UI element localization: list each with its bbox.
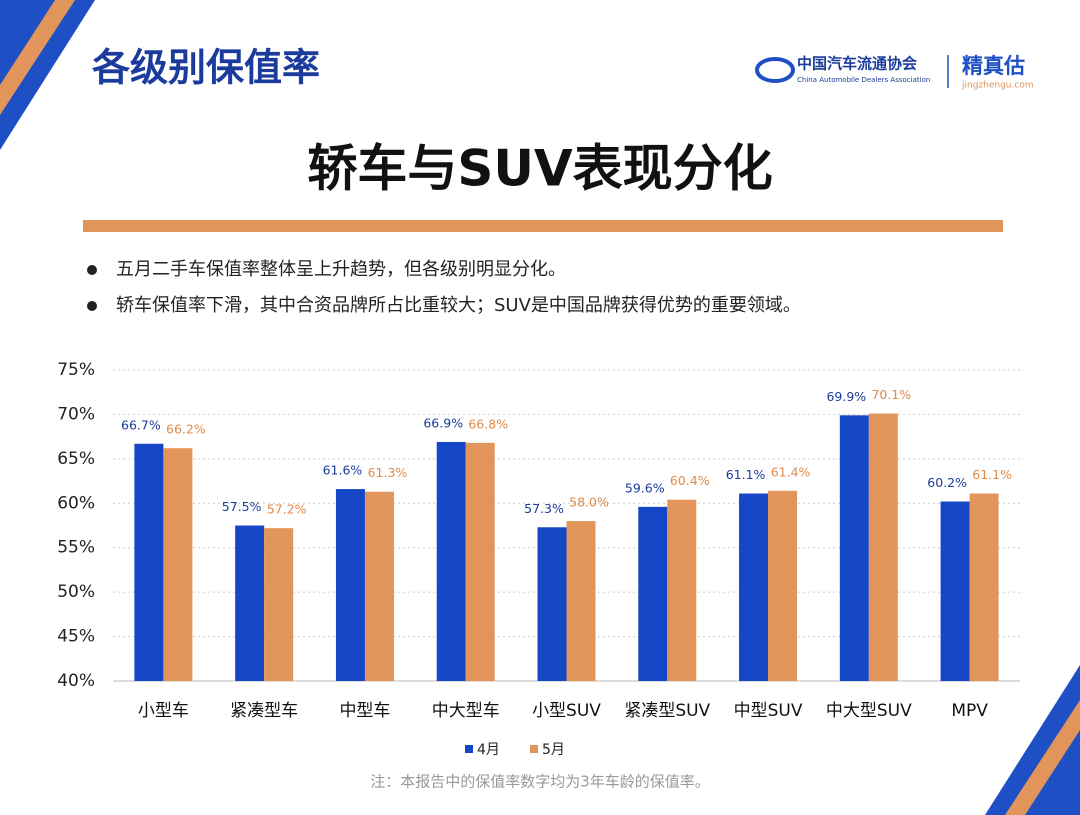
value-label: 61.4% xyxy=(771,464,811,479)
value-label: 60.4% xyxy=(670,473,710,488)
bullet: 五月二手车保值率整体呈上升趋势，但各级别明显分化。 xyxy=(116,259,566,280)
bar xyxy=(163,448,193,681)
corner-stripe xyxy=(0,0,75,115)
bar xyxy=(940,501,970,681)
heading-rule xyxy=(83,220,1003,232)
bar xyxy=(335,489,365,681)
bar xyxy=(768,490,798,681)
legend-label: 4月 xyxy=(477,742,500,758)
bullet: 轿车保值率下滑，其中合资品牌所占比重较大；SUV是中国品牌获得优势的重要领域。 xyxy=(116,295,801,316)
value-label: 66.2% xyxy=(166,422,206,437)
slide-title: 各级别保值率 xyxy=(92,46,320,90)
corner-stripe xyxy=(0,0,95,150)
x-tick-label: 中型SUV xyxy=(734,701,803,721)
y-tick-label: 70% xyxy=(57,404,95,424)
x-tick-label: 小型车 xyxy=(138,701,189,721)
bar xyxy=(868,413,898,681)
logo-en: China Automobile Dealers Association xyxy=(797,76,930,84)
bullet-dot xyxy=(87,265,97,275)
value-label: 69.9% xyxy=(826,389,866,404)
legend-swatch xyxy=(530,745,538,753)
x-tick-label: 中大型SUV xyxy=(826,701,912,721)
x-tick-label: 小型SUV xyxy=(532,701,601,721)
value-label: 61.3% xyxy=(368,465,408,480)
bar xyxy=(638,506,668,681)
bar xyxy=(465,442,495,681)
x-tick-label: 中型车 xyxy=(339,701,390,721)
legend-swatch xyxy=(465,745,473,753)
heading: 轿车与SUV表现分化 xyxy=(307,140,772,198)
value-label: 66.7% xyxy=(121,417,161,432)
corner-stripe xyxy=(1005,700,1080,815)
value-label: 61.6% xyxy=(323,463,363,478)
value-label: 60.2% xyxy=(927,475,967,490)
value-label: 57.5% xyxy=(222,499,262,514)
bar xyxy=(436,441,466,681)
value-label: 66.9% xyxy=(423,415,463,430)
value-label: 66.8% xyxy=(468,416,508,431)
y-tick-label: 50% xyxy=(57,582,95,602)
bar xyxy=(537,527,567,681)
bar xyxy=(364,491,394,681)
bullet-dot xyxy=(87,301,97,311)
x-tick-label: 紧凑型车 xyxy=(230,701,298,721)
note: 注：本报告中的保值率数字均为3年车龄的保值率。 xyxy=(370,773,710,791)
bar xyxy=(667,499,697,681)
value-label: 70.1% xyxy=(871,387,911,402)
logo-cn: 中国汽车流通协会 xyxy=(797,55,917,73)
brand: 精真估 xyxy=(962,54,1025,78)
value-label: 61.1% xyxy=(726,467,766,482)
y-tick-label: 65% xyxy=(57,449,95,469)
x-tick-label: 紧凑型SUV xyxy=(624,701,710,721)
value-label: 58.0% xyxy=(569,495,609,510)
x-tick-label: MPV xyxy=(951,701,988,721)
y-tick-label: 55% xyxy=(57,538,95,558)
value-label: 61.1% xyxy=(972,467,1012,482)
x-tick-label: 中大型车 xyxy=(432,701,500,721)
bar xyxy=(264,528,294,681)
value-label: 59.6% xyxy=(625,480,665,495)
bar xyxy=(739,493,769,681)
bar xyxy=(969,493,999,681)
legend-label: 5月 xyxy=(542,742,565,758)
bar xyxy=(134,443,164,681)
logo-icon xyxy=(755,57,795,83)
bar xyxy=(839,415,869,681)
brand-url: jingzhengu.com xyxy=(961,81,1034,91)
y-tick-label: 75% xyxy=(57,360,95,380)
bar xyxy=(566,521,596,681)
value-label: 57.2% xyxy=(267,502,307,517)
corner-stripe xyxy=(985,665,1080,815)
y-tick-label: 40% xyxy=(57,671,95,691)
bar xyxy=(235,525,265,681)
value-label: 57.3% xyxy=(524,501,564,516)
y-tick-label: 45% xyxy=(57,627,95,647)
y-tick-label: 60% xyxy=(57,493,95,513)
